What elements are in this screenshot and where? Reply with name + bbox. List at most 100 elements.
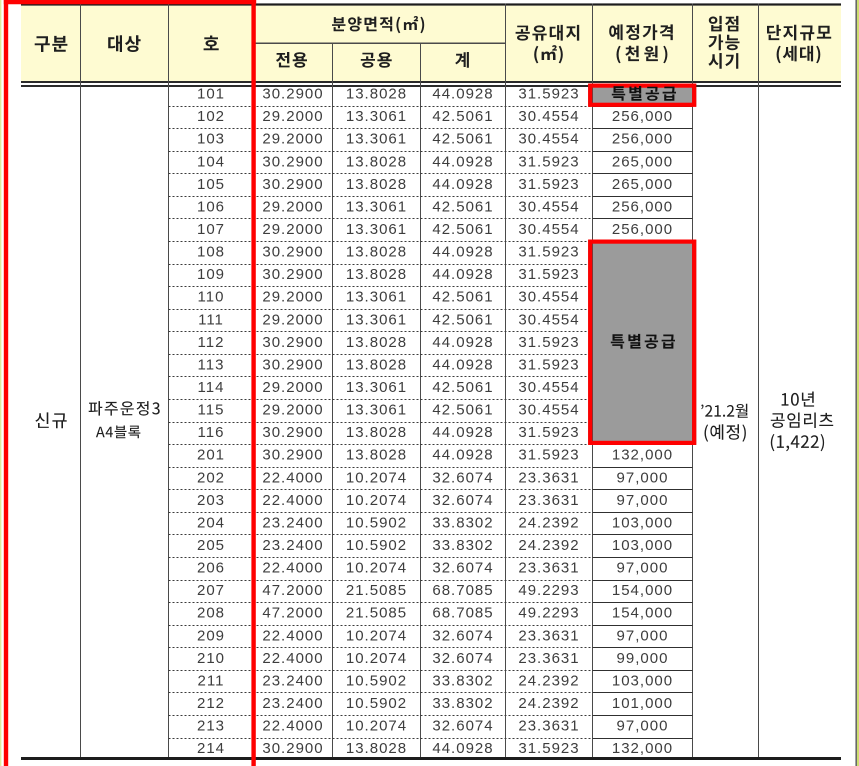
svg-text:103,000: 103,000 xyxy=(612,514,673,531)
svg-text:13.8028: 13.8028 xyxy=(346,86,407,103)
svg-text:30.2900: 30.2900 xyxy=(262,424,323,441)
svg-text:10.5902: 10.5902 xyxy=(346,672,407,689)
svg-text:13.8028: 13.8028 xyxy=(346,447,407,464)
svg-text:29.2000: 29.2000 xyxy=(262,108,323,125)
svg-text:30.2900: 30.2900 xyxy=(262,266,323,283)
svg-text:29.2000: 29.2000 xyxy=(262,221,323,238)
svg-text:23.3631: 23.3631 xyxy=(518,560,579,577)
svg-text:23.2400: 23.2400 xyxy=(262,537,323,554)
svg-text:23.3631: 23.3631 xyxy=(518,627,579,644)
svg-text:201: 201 xyxy=(197,447,225,464)
svg-text:97,000: 97,000 xyxy=(617,718,669,735)
svg-text:30.4554: 30.4554 xyxy=(518,131,579,148)
svg-text:29.2000: 29.2000 xyxy=(262,379,323,396)
svg-text:22.4000: 22.4000 xyxy=(262,650,323,667)
svg-text:111: 111 xyxy=(198,311,224,328)
svg-text:108: 108 xyxy=(197,244,225,261)
svg-text:132,000: 132,000 xyxy=(612,447,673,464)
svg-text:31.5923: 31.5923 xyxy=(518,447,579,464)
svg-text:132,000: 132,000 xyxy=(612,740,673,757)
svg-text:29.2000: 29.2000 xyxy=(262,311,323,328)
svg-text:22.4000: 22.4000 xyxy=(262,492,323,509)
svg-text:204: 204 xyxy=(197,514,225,531)
svg-text:13.3061: 13.3061 xyxy=(346,198,407,215)
svg-text:13.8028: 13.8028 xyxy=(346,356,407,373)
svg-text:22.4000: 22.4000 xyxy=(262,560,323,577)
svg-text:29.2000: 29.2000 xyxy=(262,131,323,148)
svg-text:68.7085: 68.7085 xyxy=(432,582,493,599)
svg-text:44.0928: 44.0928 xyxy=(432,356,493,373)
svg-text:32.6074: 32.6074 xyxy=(432,560,493,577)
svg-text:44.0928: 44.0928 xyxy=(432,86,493,103)
svg-text:10.5902: 10.5902 xyxy=(346,695,407,712)
svg-text:22.4000: 22.4000 xyxy=(262,627,323,644)
svg-text:97,000: 97,000 xyxy=(617,627,669,644)
svg-text:47.2000: 47.2000 xyxy=(262,605,323,622)
svg-text:109: 109 xyxy=(197,266,225,283)
svg-text:24.2392: 24.2392 xyxy=(518,672,579,689)
svg-text:206: 206 xyxy=(197,560,225,577)
svg-text:30.4554: 30.4554 xyxy=(518,108,579,125)
svg-text:49.2293: 49.2293 xyxy=(518,582,579,599)
svg-text:30.2900: 30.2900 xyxy=(262,447,323,464)
svg-text:212: 212 xyxy=(197,695,225,712)
svg-text:97,000: 97,000 xyxy=(617,560,669,577)
svg-text:116: 116 xyxy=(198,424,225,441)
svg-text:209: 209 xyxy=(197,627,225,644)
svg-text:13.3061: 13.3061 xyxy=(346,108,407,125)
svg-text:30.2900: 30.2900 xyxy=(262,244,323,261)
svg-text:44.0928: 44.0928 xyxy=(432,244,493,261)
svg-text:256,000: 256,000 xyxy=(612,131,673,148)
svg-text:44.0928: 44.0928 xyxy=(432,740,493,757)
svg-text:44.0928: 44.0928 xyxy=(432,266,493,283)
svg-text:213: 213 xyxy=(197,718,225,735)
svg-text:10.5902: 10.5902 xyxy=(346,514,407,531)
svg-text:33.8302: 33.8302 xyxy=(432,514,493,531)
svg-text:205: 205 xyxy=(197,537,225,554)
svg-text:214: 214 xyxy=(197,740,225,757)
svg-text:44.0928: 44.0928 xyxy=(432,447,493,464)
svg-text:33.8302: 33.8302 xyxy=(432,537,493,554)
svg-text:101,000: 101,000 xyxy=(612,695,673,712)
svg-text:42.5061: 42.5061 xyxy=(432,402,493,419)
svg-text:208: 208 xyxy=(197,605,225,622)
svg-text:33.8302: 33.8302 xyxy=(432,672,493,689)
svg-text:42.5061: 42.5061 xyxy=(432,198,493,215)
svg-text:22.4000: 22.4000 xyxy=(262,718,323,735)
svg-text:13.8028: 13.8028 xyxy=(346,266,407,283)
svg-text:13.3061: 13.3061 xyxy=(346,221,407,238)
svg-text:103,000: 103,000 xyxy=(612,537,673,554)
svg-text:29.2000: 29.2000 xyxy=(262,402,323,419)
svg-text:42.5061: 42.5061 xyxy=(432,108,493,125)
svg-text:30.2900: 30.2900 xyxy=(262,740,323,757)
svg-text:29.2000: 29.2000 xyxy=(262,198,323,215)
svg-text:30.2900: 30.2900 xyxy=(262,334,323,351)
svg-text:31.5923: 31.5923 xyxy=(518,266,579,283)
svg-text:10.5902: 10.5902 xyxy=(346,537,407,554)
svg-text:13.3061: 13.3061 xyxy=(346,311,407,328)
svg-text:13.3061: 13.3061 xyxy=(346,402,407,419)
svg-text:44.0928: 44.0928 xyxy=(432,334,493,351)
svg-text:44.0928: 44.0928 xyxy=(432,424,493,441)
svg-text:31.5923: 31.5923 xyxy=(518,244,579,261)
svg-text:203: 203 xyxy=(197,492,225,509)
svg-text:30.4554: 30.4554 xyxy=(518,402,579,419)
svg-text:265,000: 265,000 xyxy=(612,176,673,193)
svg-text:107: 107 xyxy=(197,221,225,238)
svg-text:211: 211 xyxy=(198,672,225,689)
svg-text:23.3631: 23.3631 xyxy=(518,650,579,667)
svg-text:30.4554: 30.4554 xyxy=(518,198,579,215)
svg-text:30.2900: 30.2900 xyxy=(262,153,323,170)
svg-text:13.8028: 13.8028 xyxy=(346,424,407,441)
svg-text:29.2000: 29.2000 xyxy=(262,289,323,306)
svg-text:210: 210 xyxy=(197,650,225,667)
svg-text:10.2074: 10.2074 xyxy=(346,560,407,577)
svg-text:13.8028: 13.8028 xyxy=(346,244,407,261)
svg-text:31.5923: 31.5923 xyxy=(518,740,579,757)
svg-text:110: 110 xyxy=(198,289,225,306)
svg-text:30.2900: 30.2900 xyxy=(262,86,323,103)
svg-text:112: 112 xyxy=(198,334,225,351)
svg-text:13.8028: 13.8028 xyxy=(346,176,407,193)
svg-text:42.5061: 42.5061 xyxy=(432,311,493,328)
svg-text:265,000: 265,000 xyxy=(612,153,673,170)
